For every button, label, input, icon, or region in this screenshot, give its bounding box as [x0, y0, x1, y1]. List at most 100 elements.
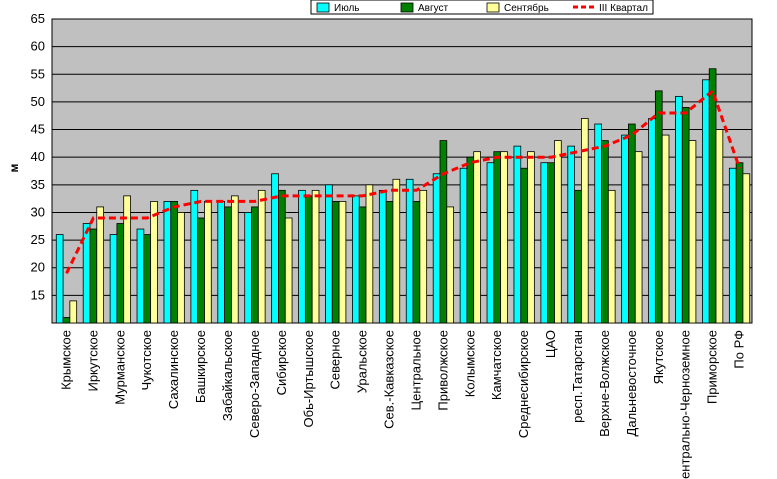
legend-label: III Квартал	[599, 3, 648, 14]
y-tick-label: 20	[31, 260, 45, 275]
bar	[432, 173, 441, 324]
bar	[405, 178, 414, 324]
bar	[331, 200, 340, 324]
bar	[116, 223, 125, 324]
y-tick-label: 25	[31, 232, 45, 247]
bar	[419, 189, 428, 324]
bar	[681, 107, 690, 324]
bar	[230, 195, 239, 324]
x-tick-label: Крымское	[58, 330, 73, 390]
x-tick-label: Северо-Западное	[247, 330, 262, 438]
y-tick-label: 60	[31, 39, 45, 54]
bar	[654, 90, 663, 324]
y-axis: 15 20 25 30 35 40 45 50 55 60 65	[31, 11, 45, 302]
bar	[412, 200, 421, 324]
x-tick-label: Иркутское	[85, 330, 100, 392]
bar	[170, 200, 178, 324]
bar	[96, 206, 104, 324]
legend-swatch	[486, 2, 500, 13]
y-tick-label: 30	[31, 204, 45, 219]
bar	[607, 189, 616, 324]
bar	[547, 162, 555, 324]
bar	[466, 156, 475, 324]
legend-swatch	[400, 2, 414, 13]
bar	[742, 173, 751, 324]
x-tick-label: Забайкальское	[220, 330, 235, 421]
bar	[136, 228, 145, 324]
bar	[163, 200, 172, 324]
x-tick-label: Центрально-Черноземное	[678, 330, 693, 479]
x-axis: Крымское Иркутское Мурманское Чукотское Саха…	[58, 330, 746, 479]
bar	[594, 123, 602, 324]
bar	[715, 129, 724, 324]
bar	[284, 217, 293, 324]
x-tick-label: Обь-Иртышское	[301, 330, 316, 427]
x-tick-label: Сев.-Кавказское	[382, 330, 397, 429]
legend-swatch	[316, 2, 330, 13]
bar	[459, 167, 468, 324]
y-tick-label: 45	[31, 122, 45, 137]
bar	[378, 189, 387, 324]
bar	[352, 195, 360, 324]
bar	[473, 151, 481, 324]
x-tick-label: Колымское	[462, 330, 477, 397]
x-tick-label: Дальневосточное	[624, 330, 639, 436]
x-tick-label: Сахалинское	[166, 330, 181, 409]
bar	[540, 162, 549, 324]
bar	[304, 195, 313, 324]
bar	[204, 200, 212, 324]
bar	[688, 140, 697, 324]
bar	[311, 189, 320, 324]
bar	[224, 206, 232, 324]
bar	[554, 140, 562, 324]
x-tick-label: Камчатское	[489, 330, 504, 400]
bar	[278, 189, 286, 324]
legend-box	[310, 0, 654, 15]
x-tick-label: Башкирское	[193, 330, 208, 403]
bar	[392, 178, 401, 324]
x-tick-label: Верхне-Волжское	[597, 330, 612, 437]
x-tick-label: Приморское	[705, 330, 720, 404]
x-tick-label: ЦАО	[543, 330, 558, 358]
bar	[365, 184, 374, 324]
bar	[338, 200, 347, 324]
bar	[55, 234, 64, 324]
plot-area	[51, 18, 753, 324]
bar	[675, 95, 683, 324]
y-tick-label: 40	[31, 149, 45, 164]
bar	[197, 217, 205, 324]
bar	[581, 118, 589, 324]
y-tick-label: 15	[31, 287, 45, 302]
bar	[385, 200, 394, 324]
bar	[325, 184, 333, 324]
bar	[527, 151, 535, 324]
bar	[486, 162, 495, 324]
bar	[69, 300, 78, 324]
bar	[143, 234, 152, 324]
x-tick-label: Уральское	[355, 330, 370, 393]
bar	[601, 140, 609, 324]
bar	[661, 134, 670, 324]
x-tick-label: Центральное	[408, 330, 423, 410]
bar	[109, 234, 118, 324]
bar	[62, 317, 71, 324]
bar	[735, 162, 744, 324]
x-tick-label: По РФ	[732, 330, 747, 369]
bar	[708, 68, 717, 324]
bar	[89, 228, 98, 324]
bar	[217, 200, 226, 324]
bar	[621, 134, 629, 324]
bar	[702, 79, 710, 324]
y-tick-label: 55	[31, 66, 45, 81]
x-tick-label: респ.Татарстан	[570, 330, 585, 423]
bar	[190, 189, 199, 324]
series-line	[65, 88, 741, 274]
y-tick-label: 50	[31, 94, 45, 109]
x-tick-label: Якутское	[651, 330, 666, 384]
x-tick-label: Приволжское	[435, 330, 450, 411]
x-tick-label: Сибирское	[274, 330, 289, 395]
bar	[728, 167, 737, 324]
bar	[634, 151, 643, 324]
x-tick-label: Мурманское	[112, 330, 127, 405]
